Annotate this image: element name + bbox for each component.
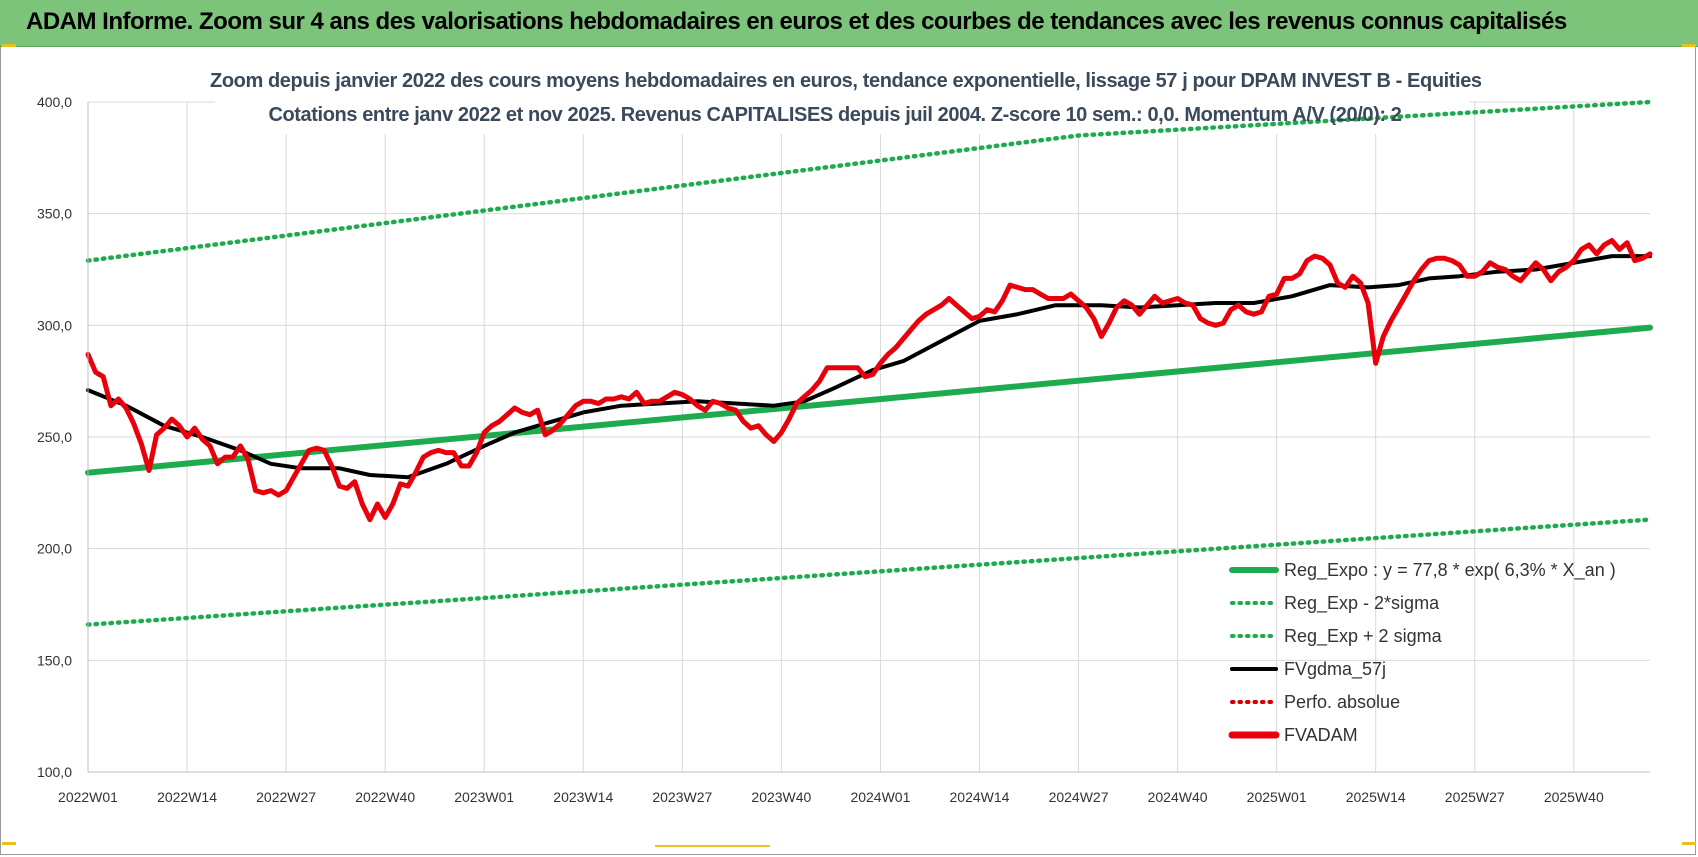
x-tick-label: 2022W40 bbox=[355, 789, 415, 805]
y-tick-label: 100,0 bbox=[37, 764, 72, 780]
x-tick-label: 2024W01 bbox=[850, 789, 910, 805]
x-tick-label: 2024W14 bbox=[950, 789, 1010, 805]
x-tick-label: 2023W27 bbox=[652, 789, 712, 805]
x-tick-label: 2025W14 bbox=[1346, 789, 1406, 805]
x-tick-label: 2023W01 bbox=[454, 789, 514, 805]
series-line-1 bbox=[85, 517, 1653, 627]
x-tick-label: 2022W27 bbox=[256, 789, 316, 805]
y-tick-label: 200,0 bbox=[37, 541, 72, 557]
title-background bbox=[215, 66, 1470, 134]
corner-mark-top-right bbox=[1682, 44, 1696, 47]
y-tick-label: 300,0 bbox=[37, 317, 72, 333]
legend-label: Reg_Exp + 2 sigma bbox=[1284, 626, 1443, 647]
legend-layer: Reg_Expo : y = 77,8 * exp( 6,3% * X_an )… bbox=[1228, 560, 1616, 745]
corner-mark-bottom-left bbox=[2, 842, 16, 845]
series-layer bbox=[85, 99, 1653, 627]
y-tick-label: 400,0 bbox=[37, 94, 72, 110]
y-tick-label: 150,0 bbox=[37, 652, 72, 668]
corner-mark-bottom-right bbox=[1682, 842, 1696, 845]
corner-mark-bottom-center bbox=[655, 845, 770, 847]
x-tick-label: 2023W40 bbox=[751, 789, 811, 805]
chart-subtitle: Cotations entre janv 2022 et nov 2025. R… bbox=[268, 104, 1402, 126]
x-tick-label: 2025W27 bbox=[1445, 789, 1505, 805]
x-tick-label: 2024W40 bbox=[1148, 789, 1208, 805]
x-tick-label: 2025W40 bbox=[1544, 789, 1604, 805]
legend-label: Reg_Exp - 2*sigma bbox=[1284, 593, 1440, 614]
legend-label: FVADAM bbox=[1284, 725, 1358, 745]
x-tick-label: 2023W14 bbox=[553, 789, 613, 805]
chart-title: Zoom depuis janvier 2022 des cours moyen… bbox=[210, 70, 1482, 92]
series-line-3 bbox=[86, 254, 1652, 480]
header-banner: ADAM Informe. Zoom sur 4 ans des valoris… bbox=[0, 0, 1698, 47]
corner-mark-top-left bbox=[2, 44, 16, 47]
x-tick-label: 2022W14 bbox=[157, 789, 217, 805]
report-title: ADAM Informe. Zoom sur 4 ans des valoris… bbox=[26, 8, 1567, 35]
x-tick-label: 2022W01 bbox=[58, 789, 118, 805]
series-line-2 bbox=[85, 99, 1653, 263]
y-tick-label: 250,0 bbox=[37, 429, 72, 445]
grid-layer bbox=[87, 66, 1650, 773]
x-tick-label: 2024W27 bbox=[1049, 789, 1109, 805]
axis-layer: 100,0 150,0 200,0 250,0 300,0 350,0 400,0 2022W… bbox=[37, 94, 1650, 805]
y-tick-label: 350,0 bbox=[37, 206, 72, 222]
series-line-0 bbox=[85, 324, 1653, 476]
legend-label: Reg_Expo : y = 77,8 * exp( 6,3% * X_an ) bbox=[1284, 560, 1616, 581]
series-line-5 bbox=[85, 238, 1653, 523]
legend-label: Perfo. absolue bbox=[1284, 692, 1400, 712]
x-tick-label: 2025W01 bbox=[1247, 789, 1307, 805]
legend-label: FVgdma_57j bbox=[1284, 659, 1386, 680]
